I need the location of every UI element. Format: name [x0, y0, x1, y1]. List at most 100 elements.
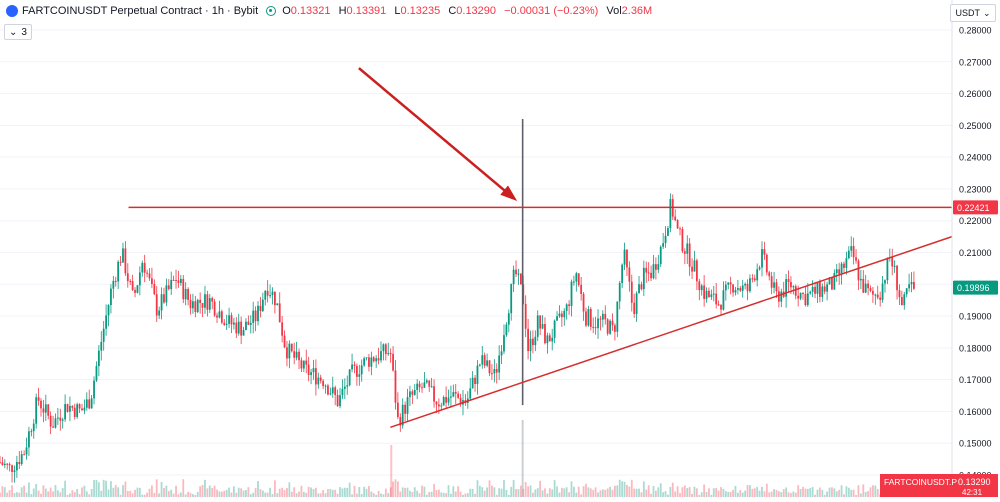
- candle-body: [905, 288, 908, 295]
- candle-body: [20, 454, 23, 465]
- volume-bar: [601, 489, 604, 497]
- candle-body: [802, 292, 804, 295]
- candle-body: [563, 310, 566, 318]
- candle-body: [428, 380, 431, 387]
- volume-bar: [741, 492, 744, 497]
- candle-body: [302, 360, 305, 369]
- candle-body: [368, 357, 370, 367]
- volume-bar: [698, 494, 701, 497]
- volume-bar: [628, 486, 631, 497]
- volume-bar: [372, 493, 375, 497]
- candle-body: [447, 397, 450, 403]
- countdown-label: 42:31: [962, 488, 983, 497]
- candle-body: [170, 279, 173, 290]
- volume-bar: [158, 493, 161, 497]
- volume-bar: [604, 489, 607, 497]
- candle-body: [47, 404, 50, 416]
- volume-bar: [565, 487, 568, 497]
- volume-bar: [777, 491, 780, 497]
- candle-body: [515, 269, 517, 275]
- volume-bar: [44, 488, 47, 497]
- volume-bar: [384, 488, 387, 497]
- candle-body: [775, 282, 778, 292]
- price-axis[interactable]: 0.28000 0.27000 0.26000 0.25000 0.24000 0.230…: [880, 0, 998, 497]
- candle-body: [8, 464, 11, 466]
- symbol-title[interactable]: FARTCOINUSDT Perpetual Contract · 1h · B…: [22, 5, 259, 17]
- candle-body: [669, 199, 672, 229]
- candle-body: [720, 304, 722, 310]
- candle-body: [406, 397, 409, 414]
- candle-body: [556, 316, 558, 321]
- volume-bar: [112, 487, 115, 497]
- volume-bar: [859, 493, 862, 497]
- price-tick-label: 0.17000: [959, 375, 992, 385]
- volume-bar: [163, 487, 165, 497]
- candle-body: [129, 281, 132, 283]
- candle-body: [478, 364, 481, 366]
- indicators-toggle[interactable]: ⌄ 3: [4, 24, 32, 40]
- volume-bar: [11, 485, 13, 497]
- volume-bar: [30, 494, 33, 497]
- candle-body: [52, 426, 54, 428]
- candle-body: [384, 344, 387, 355]
- volume-bar: [749, 485, 751, 497]
- volume-bar: [640, 492, 643, 497]
- volume-bar: [507, 494, 510, 497]
- volume-bar: [874, 485, 877, 497]
- candle-body: [370, 357, 373, 367]
- volume-bar: [56, 490, 59, 497]
- volume-bar: [845, 486, 848, 497]
- volume-bar: [110, 481, 112, 497]
- candle-body: [741, 285, 744, 291]
- candle-body: [334, 387, 337, 396]
- candle-body: [548, 335, 551, 342]
- open-label: O: [282, 5, 291, 17]
- volume-bar: [100, 490, 103, 497]
- candle-body: [582, 293, 585, 312]
- volume-bar: [64, 480, 67, 497]
- volume-bar: [727, 491, 730, 497]
- volume-bar: [179, 492, 182, 497]
- chevron-down-icon: ⌄: [9, 26, 18, 38]
- candle-body: [847, 250, 850, 259]
- volume-bar: [131, 493, 134, 497]
- volume-bar: [218, 491, 221, 497]
- candle-body: [283, 335, 286, 348]
- candle-body: [6, 463, 9, 465]
- volume-bar: [423, 486, 426, 497]
- candle-body: [539, 315, 542, 329]
- volume-bar: [119, 494, 122, 497]
- volume-bar: [510, 486, 513, 497]
- price-marker-label: 0.22421: [957, 203, 990, 213]
- volume-bar: [387, 493, 390, 497]
- symbol-logo-icon: [6, 5, 18, 17]
- candle-body: [78, 404, 81, 409]
- price-tick-label: 0.27000: [959, 57, 992, 67]
- candle-body: [751, 278, 754, 280]
- price-tick-label: 0.16000: [959, 407, 992, 417]
- candle-body: [903, 294, 906, 306]
- candle-body: [394, 370, 397, 403]
- candle-body: [295, 351, 298, 358]
- volume-bar: [746, 485, 749, 497]
- candle-body: [392, 353, 394, 371]
- candle-body: [192, 301, 194, 309]
- volume-bar: [192, 494, 194, 497]
- candle-body: [126, 273, 129, 282]
- candle-body: [97, 350, 100, 367]
- candle-body: [859, 278, 862, 281]
- eye-icon[interactable]: [266, 6, 277, 16]
- volume-bar: [126, 491, 129, 497]
- candle-body: [811, 286, 814, 292]
- volume-bar: [577, 486, 580, 497]
- candle-body: [122, 248, 124, 263]
- candle-body: [413, 390, 416, 395]
- volume-bar: [18, 492, 21, 497]
- currency-selector[interactable]: USDT ⌄: [950, 4, 996, 22]
- volume-bar: [211, 487, 214, 497]
- volume-bar: [732, 489, 734, 497]
- volume-bar: [69, 493, 71, 497]
- volume-bar: [553, 480, 556, 497]
